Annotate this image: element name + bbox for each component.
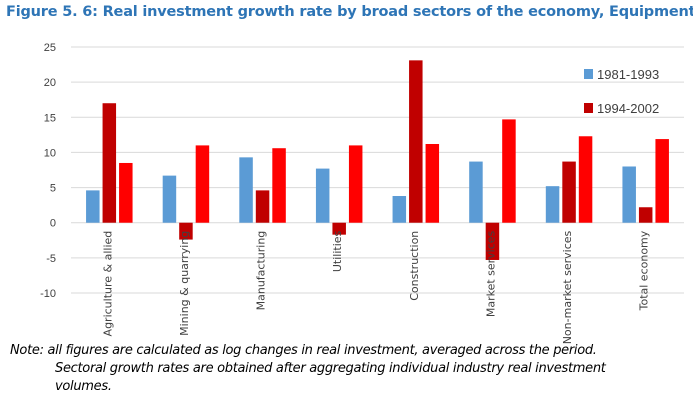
bar-series-3 xyxy=(272,148,286,223)
note-line-1: Note: all figures are calculated as log … xyxy=(10,343,597,358)
legend-label: 1981-1993 xyxy=(597,67,659,82)
legend-label: 1994-2002 xyxy=(597,101,659,116)
bar-1994-2002 xyxy=(179,222,193,240)
bar-series-3 xyxy=(195,145,210,223)
bar-1981-1993 xyxy=(622,166,636,223)
bar-1994-2002 xyxy=(102,103,117,223)
bar-1981-1993 xyxy=(392,196,407,223)
y-tick-label: 25 xyxy=(44,42,56,54)
x-tick-label: Total economy xyxy=(638,230,651,311)
y-tick-label: -10 xyxy=(40,288,56,300)
x-tick-label: Manufacturing xyxy=(255,231,268,311)
bar-1994-2002 xyxy=(409,60,423,223)
legend-swatch xyxy=(584,103,593,113)
bar-1981-1993 xyxy=(239,157,253,223)
x-tick-label: Mining & quarrying xyxy=(178,231,191,336)
bar-1994-2002 xyxy=(485,222,500,260)
legend-swatch xyxy=(584,69,593,79)
bar-1994-2002 xyxy=(638,207,653,223)
chart-title: Figure 5. 6: Real investment growth rate… xyxy=(6,4,693,20)
note-line-3: volumes. xyxy=(55,379,112,394)
bar-series-3 xyxy=(502,119,516,223)
bar-1981-1993 xyxy=(545,186,560,223)
bar-1981-1993 xyxy=(162,175,177,223)
y-tick-label: 20 xyxy=(44,77,56,89)
bar-series-3 xyxy=(578,136,593,223)
bar-1994-2002 xyxy=(255,190,270,223)
bar-series-3 xyxy=(425,143,440,223)
bar-series-3 xyxy=(348,145,363,223)
bar-series-3 xyxy=(119,162,133,223)
bar-1981-1993 xyxy=(469,161,483,223)
y-tick-label: 5 xyxy=(50,183,56,195)
x-tick-label: Construction xyxy=(408,231,421,301)
x-tick-label: Agriculture & allied xyxy=(101,231,114,337)
bar-chart: 25 20 15 10 5 0 -5 -10 Agriculture & allied Minin… xyxy=(40,42,684,344)
x-tick-label: Non-market services xyxy=(561,230,574,344)
bar-series-3 xyxy=(655,139,669,223)
bar-1994-2002 xyxy=(332,222,346,235)
y-tick-label: 0 xyxy=(50,218,56,230)
bar-1981-1993 xyxy=(86,190,100,223)
x-tick-label: Market services xyxy=(484,230,497,317)
bar-1981-1993 xyxy=(315,168,330,223)
bar-1994-2002 xyxy=(562,161,576,223)
x-tick-label: Utilities xyxy=(331,230,344,272)
note-line-2: Sectoral growth rates are obtained after… xyxy=(55,361,606,376)
y-tick-label: -5 xyxy=(46,253,56,265)
y-tick-label: 15 xyxy=(44,112,56,124)
y-tick-label: 10 xyxy=(44,147,56,159)
